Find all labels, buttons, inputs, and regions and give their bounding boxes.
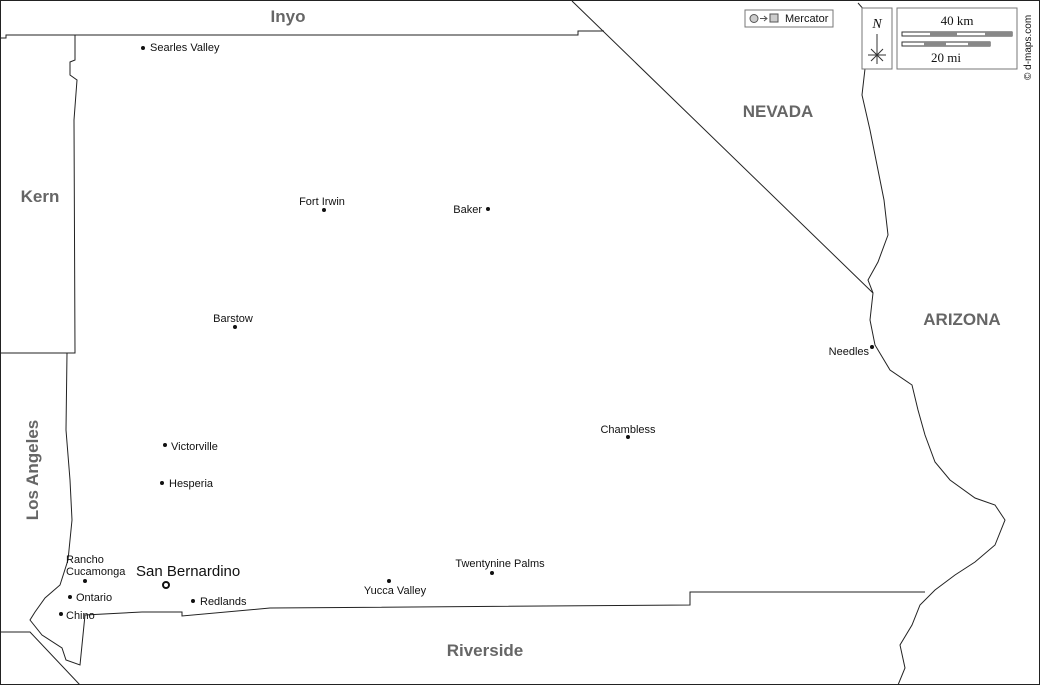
region-label: Kern [21, 187, 60, 206]
city-label: Searles Valley [150, 42, 220, 54]
scale-label: 40 km [941, 13, 974, 28]
scale-bar [930, 32, 957, 36]
capital-marker [162, 581, 170, 589]
projection-icon [769, 13, 779, 23]
city-marker [626, 435, 630, 439]
city-label: Chambless [600, 424, 656, 436]
city-marker [486, 207, 490, 211]
city-marker [490, 571, 494, 575]
projection-icon [760, 15, 768, 22]
city-marker [83, 579, 87, 583]
scale-label: 20 mi [931, 50, 961, 65]
projection-icon [749, 14, 759, 23]
city-label: Needles [829, 346, 870, 358]
region-label: ARIZONA [923, 310, 1000, 329]
city-marker [191, 599, 195, 603]
city-marker [233, 325, 237, 329]
region-label: Inyo [271, 7, 306, 26]
credit: © d-maps.com [1023, 15, 1034, 80]
region-label: NEVADA [743, 102, 814, 121]
capital: San Bernardino [136, 563, 240, 589]
city-label: Baker [453, 204, 482, 216]
city-marker [870, 345, 874, 349]
city-label: Ontario [76, 592, 112, 604]
city-label: Rancho Cucamonga [66, 554, 126, 578]
boundaries [0, 0, 1006, 685]
legend: Mercator N 40 km 20 mi © d-maps.com [744, 7, 1034, 80]
region-label: Riverside [447, 641, 524, 660]
projection-box [744, 9, 834, 28]
city-marker [387, 579, 391, 583]
city-label: Chino [66, 610, 95, 622]
city-label: Twentynine Palms [455, 558, 545, 570]
scale-bar [924, 42, 946, 46]
north-label: N [871, 17, 882, 32]
city-marker [163, 443, 167, 447]
city-label: Victorville [171, 441, 218, 453]
city-marker [68, 595, 72, 599]
projection-label: Mercator [785, 13, 829, 25]
city-label: Barstow [213, 313, 253, 325]
scale-box [896, 7, 1018, 70]
region-labels: Inyo Kern Los Angeles NEVADA ARIZONA Riv… [21, 7, 1001, 660]
city-label: Yucca Valley [364, 585, 427, 597]
city-marker [59, 612, 63, 616]
north-arrow [868, 34, 886, 64]
cities: Searles Valley Fort Irwin Baker Barstow Need… [59, 42, 874, 622]
city-marker [160, 481, 164, 485]
region-label: Los Angeles [23, 420, 42, 520]
city-label: Fort Irwin [299, 196, 345, 208]
city-marker [322, 208, 326, 212]
scale-bar [985, 32, 1012, 36]
city-label: Redlands [200, 596, 247, 608]
capital-label: San Bernardino [136, 563, 240, 580]
city-marker [141, 46, 145, 50]
city-label: Hesperia [169, 478, 214, 490]
scale-bar [968, 42, 990, 46]
